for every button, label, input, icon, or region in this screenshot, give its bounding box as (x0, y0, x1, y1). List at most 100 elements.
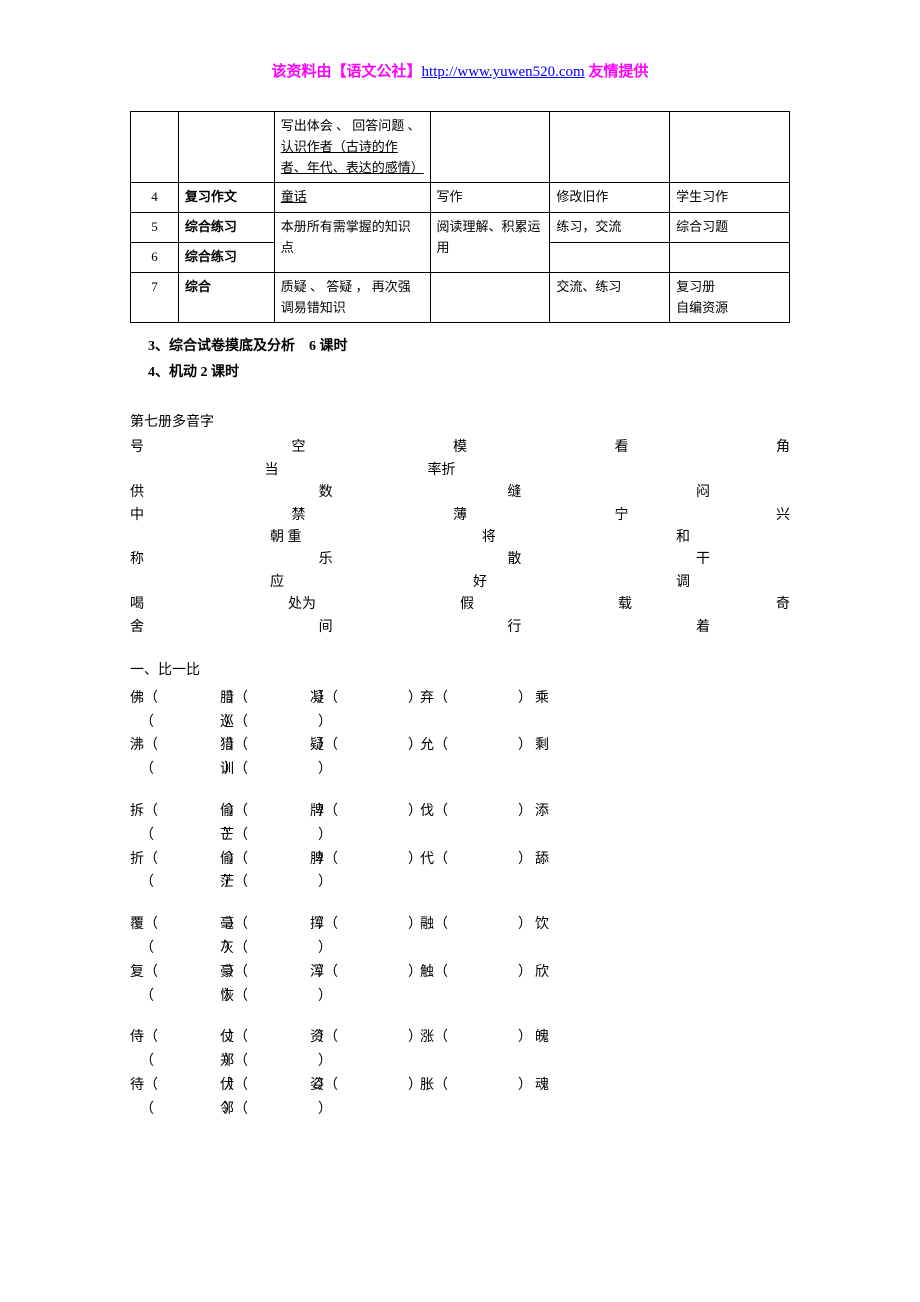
polyphone-line: 称乐散干 (130, 549, 790, 571)
compare-cell: 胀（ ） (420, 1074, 535, 1098)
polyphone-char: 应 (270, 572, 284, 594)
note-line: 4、机动 2 课时 (130, 361, 790, 381)
polyphone-char: 舍 (130, 617, 144, 639)
compare-group: 拆（ ）偷（ ）牌（ ）伐（ ）添（ ）芒（ ）折（ ）偷（ ）脾（ ）代（ ）… (130, 800, 790, 895)
polyphone-char: 好 (473, 572, 487, 594)
polyphone-char: 模 (453, 437, 467, 459)
compare-cell: 偷（ ） (220, 848, 310, 872)
compare-cell: 触（ ） (420, 961, 535, 985)
polyphone-char: 缝 (507, 482, 521, 504)
compare-cell: 覆（ ） (130, 913, 220, 937)
table-row: 4复习作文童话写作修改旧作学生习作 (131, 183, 790, 213)
compare-cell: 脾（ ） (310, 848, 420, 872)
polyphone-char: 闷 (696, 482, 710, 504)
polyphone-char: 兴 (776, 505, 790, 527)
polyphone-line: 喝处为假载奇 (130, 594, 790, 616)
compare-cell: 魄 (535, 1026, 645, 1050)
compare-row: 折（ ）偷（ ）脾（ ）代（ ）舔 (130, 848, 790, 872)
polyphone-char: 供 (130, 482, 144, 504)
polyphone-char: 朝 重 (270, 527, 302, 549)
compare-row: （ ）恢（ ） (130, 985, 790, 1009)
polyphone-line: 朝 重将和 (130, 527, 790, 549)
document-header: 该资料由【语文公社】http://www.yuwen520.com 友情提供 (130, 60, 790, 81)
compare-cell: 剩 (535, 734, 645, 758)
compare-cell: 欣 (535, 961, 645, 985)
compare-cell: （ ） (130, 871, 220, 895)
header-link[interactable]: http://www.yuwen520.com (422, 64, 585, 80)
compare-cell: 茫（ ） (220, 871, 310, 895)
polyphone-char: 将 (482, 527, 496, 549)
polyphone-char: 称 (130, 549, 144, 571)
compare-cell: 仗（ ） (220, 1026, 310, 1050)
compare-row: （ ）郑（ ） (130, 1050, 790, 1074)
compare-cell: 巡（ ） (220, 711, 310, 735)
polyphone-line: 舍间行着 (130, 617, 790, 639)
compare-row: 沸（ ）猎（ ）疑（ ）允（ ）剩 (130, 734, 790, 758)
polyphone-char: 着 (696, 617, 710, 639)
compare-cell: 乘 (535, 687, 645, 711)
compare-cell: 弃（ ） (420, 687, 535, 711)
compare-cell: （ ） (130, 937, 220, 961)
compare-cell: 资（ ） (310, 1026, 420, 1050)
compare-cell: 添 (535, 800, 645, 824)
compare-group: 佛（ ）腊（ ）凝（ ）弃（ ）乘（ ）巡（ ）沸（ ）猎（ ）疑（ ）允（ ）… (130, 687, 790, 782)
polyphone-char: 数 (319, 482, 333, 504)
polyphone-char: 干 (696, 549, 710, 571)
compare-cell: 训（ ） (220, 758, 310, 782)
table-row: 5综合练习本册所有需掌握的知识点阅读理解、积累运用练习，交流综合习题 (131, 213, 790, 243)
compare-cell: 疑（ ） (310, 734, 420, 758)
compare-cell: 腊（ ） (220, 687, 310, 711)
polyphone-char: 行 (507, 617, 521, 639)
compare-cell: 待（ ） (130, 1074, 220, 1098)
compare-cell: 魂 (535, 1074, 645, 1098)
compare-row: 拆（ ）偷（ ）牌（ ）伐（ ）添 (130, 800, 790, 824)
compare-row: 待（ ）伏（ ）姿（ ）胀（ ）魂 (130, 1074, 790, 1098)
compare-row: 佛（ ）腊（ ）凝（ ）弃（ ）乘 (130, 687, 790, 711)
table-row: 7综合质疑 、 答疑 ， 再次强调易错知识交流、练习复习册自编资源 (131, 272, 790, 323)
compare-cell: 饮 (535, 913, 645, 937)
compare-row: （ ）训（ ） (130, 758, 790, 782)
compare-row: （ ）茫（ ） (130, 871, 790, 895)
compare-cell: 偷（ ） (220, 800, 310, 824)
compare-cell: 融（ ） (420, 913, 535, 937)
compare-cell: （ ） (130, 824, 220, 848)
polyphone-char: 调 (676, 572, 690, 594)
polyphone-char: 中 (130, 505, 144, 527)
compare-cell: 恢（ ） (220, 985, 310, 1009)
compare-cell: 舔 (535, 848, 645, 872)
polyphone-char: 看 (615, 437, 629, 459)
compare-cell: 芒（ ） (220, 824, 310, 848)
polyphone-char: 号 (130, 437, 144, 459)
compare-cell: （ ） (130, 985, 220, 1009)
compare-cell: 牌（ ） (310, 800, 420, 824)
compare-cell: 允（ ） (420, 734, 535, 758)
compare-cell: （ ） (130, 1050, 220, 1074)
note-line: 3、综合试卷摸底及分析 6 课时 (130, 335, 790, 355)
compare-cell: 邻（ ） (220, 1098, 310, 1122)
header-suffix: 友情提供 (585, 64, 649, 80)
polyphone-char: 乐 (319, 549, 333, 571)
table-row: 写出体会 、 回答问题 、 认识作者（古诗的作者、年代、表达的感情） (131, 112, 790, 183)
polyphone-char: 假 (460, 594, 474, 616)
compare-group: 覆（ ）毫（ ）挥（ ）融（ ）饮（ ）灰（ ）复（ ）豪（ ）浑（ ）触（ ）… (130, 913, 790, 1008)
compare-cell: 郑（ ） (220, 1050, 310, 1074)
polyphone-line: 应好调 (130, 572, 790, 594)
compare-cell: （ ） (130, 758, 220, 782)
compare-cell: 猎（ ） (220, 734, 310, 758)
polyphone-char: 禁 (292, 505, 306, 527)
compare-cell: 折（ ） (130, 848, 220, 872)
compare-row: （ ）灰（ ） (130, 937, 790, 961)
schedule-table: 写出体会 、 回答问题 、 认识作者（古诗的作者、年代、表达的感情）4复习作文童… (130, 111, 790, 323)
compare-cell: 涨（ ） (420, 1026, 535, 1050)
compare-title: 一、比一比 (130, 659, 790, 679)
polyphone-line: 号空模看角 (130, 437, 790, 459)
polyphone-grid: 号空模看角当率折供数缝闷中禁薄宁兴朝 重将和称乐散干应好调喝处为假载奇舍间行着 (130, 437, 790, 639)
compare-cell: （ ） (130, 711, 220, 735)
polyphone-line: 当率折 (130, 460, 790, 482)
compare-cell: 拆（ ） (130, 800, 220, 824)
compare-group: 侍（ ）仗（ ）资（ ）涨（ ）魄（ ）郑（ ）待（ ）伏（ ）姿（ ）胀（ ）… (130, 1026, 790, 1121)
polyphone-char: 和 (676, 527, 690, 549)
compare-cell: 姿（ ） (310, 1074, 420, 1098)
compare-row: 复（ ）豪（ ）浑（ ）触（ ）欣 (130, 961, 790, 985)
polyphone-char: 处为 (288, 594, 316, 616)
